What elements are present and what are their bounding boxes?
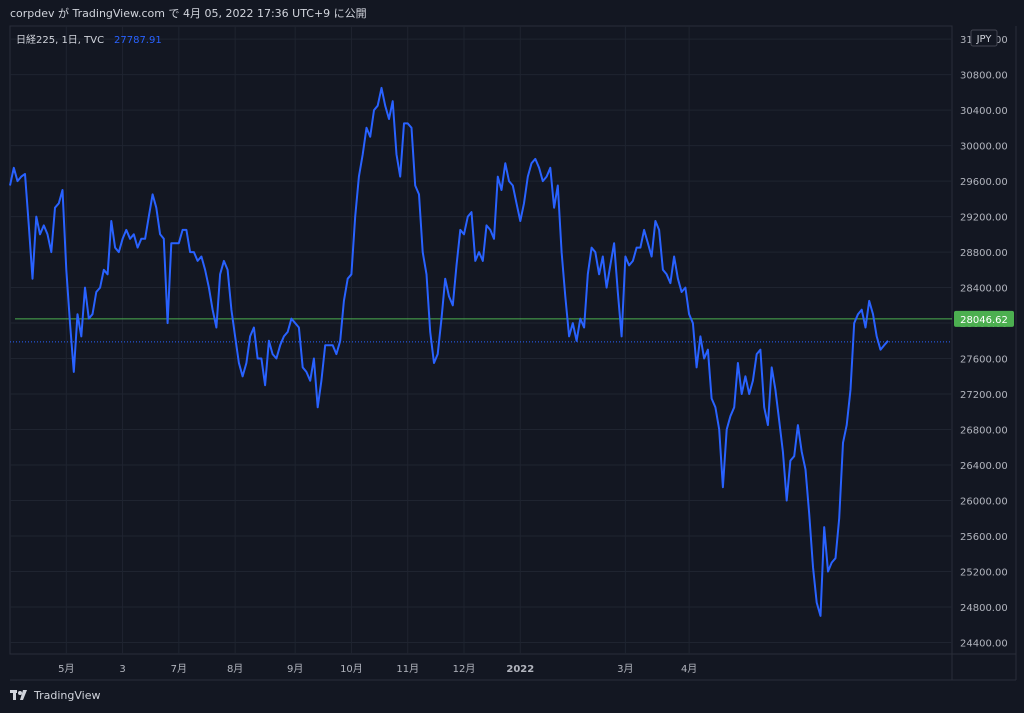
x-tick-label: 8月	[227, 663, 243, 675]
y-tick-label: 28800.00	[960, 248, 1008, 259]
x-tick-label: 12月	[453, 663, 476, 675]
legend-last-value: 27787.91	[114, 35, 162, 46]
x-tick-label: 3	[119, 664, 125, 675]
y-tick-label: 26000.00	[960, 497, 1008, 508]
x-tick-label: 9月	[287, 663, 303, 675]
y-tick-label: 30800.00	[960, 71, 1008, 82]
currency-button[interactable]: JPY	[970, 29, 998, 47]
reference-price-badge	[954, 310, 1014, 327]
brand-name: TradingView	[34, 689, 101, 702]
y-tick-label: 24800.00	[960, 603, 1008, 614]
y-tick-label: 30000.00	[960, 142, 1008, 153]
y-tick-label: 27600.00	[960, 355, 1008, 366]
series-line-nikkei225[interactable]	[9, 86, 889, 617]
currency-label: JPY	[976, 34, 993, 45]
reference-price-label: 28046.62	[960, 315, 1008, 326]
x-tick-label: 3月	[617, 663, 633, 675]
tradingview-logo-icon	[10, 689, 27, 700]
x-tick-label: 2022	[506, 664, 534, 675]
y-tick-label: 27200.00	[960, 390, 1008, 401]
x-tick-label: 7月	[171, 663, 187, 675]
y-tick-label: 29200.00	[960, 213, 1008, 224]
publish-caption: corpdev が TradingView.com で 4月 05, 2022 …	[10, 7, 367, 20]
x-tick-label: 5月	[58, 663, 74, 675]
currency-badge-box	[970, 29, 998, 47]
y-tick-label: 29600.00	[960, 177, 1008, 188]
y-tick-label: 25200.00	[960, 568, 1008, 579]
y-tick-label: 25600.00	[960, 532, 1008, 543]
y-tick-label: 26800.00	[960, 426, 1008, 437]
tradingview-logo[interactable]: TradingView	[10, 689, 100, 702]
grid	[9, 25, 1017, 681]
y-tick-label: 26400.00	[960, 461, 1008, 472]
x-tick-label: 11月	[396, 663, 419, 675]
series-layer	[9, 86, 952, 617]
legend-symbol: 日経225, 1日, TVC	[16, 33, 104, 46]
plot-area-border	[9, 25, 953, 655]
x-tick-label: 10月	[340, 663, 363, 675]
y-tick-label: 24400.00	[960, 638, 1008, 649]
axis-layer: 31200.0030800.0030400.0030000.0029600.00…	[58, 35, 1014, 675]
y-tick-label: 28400.00	[960, 284, 1008, 295]
x-tick-label: 4月	[681, 663, 697, 675]
y-tick-label: 30400.00	[960, 106, 1008, 117]
legend: 日経225, 1日, TVC 27787.91	[16, 33, 162, 46]
